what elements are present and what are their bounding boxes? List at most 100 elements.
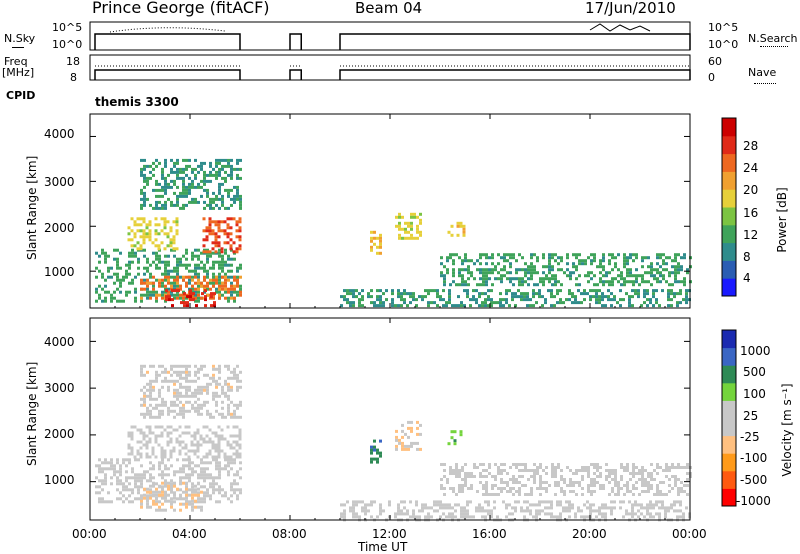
heatmap-cell xyxy=(185,394,188,398)
heatmap-cell xyxy=(458,271,461,275)
heatmap-cell xyxy=(658,515,661,519)
heatmap-cell xyxy=(176,370,179,374)
heatmap-cell xyxy=(494,277,497,281)
heatmap-cell xyxy=(194,391,197,395)
heatmap-cell xyxy=(352,509,355,513)
heatmap-cell xyxy=(418,295,421,299)
heatmap-cell xyxy=(179,488,182,492)
heatmap-cell xyxy=(550,500,553,504)
freq-label-line1: Freq xyxy=(4,55,28,68)
heatmap-cell xyxy=(515,277,518,281)
heatmap-cell xyxy=(149,203,152,207)
heatmap-cell xyxy=(562,509,565,513)
heatmap-cell xyxy=(200,467,203,471)
heatmap-cell xyxy=(397,304,400,308)
heatmap-cell xyxy=(170,403,173,407)
heatmap-cell xyxy=(133,425,137,429)
heatmap-cell xyxy=(211,220,215,224)
power-colorbar xyxy=(721,117,737,297)
heatmap-cell xyxy=(647,487,650,490)
heatmap-cell xyxy=(453,439,457,443)
heatmap-cell xyxy=(170,179,173,183)
heatmap-cell xyxy=(158,260,161,264)
heatmap-cell xyxy=(157,232,161,236)
heatmap-cell xyxy=(212,284,215,288)
heatmap-cell xyxy=(482,253,485,257)
heatmap-cell xyxy=(173,284,176,288)
heatmap-cell xyxy=(236,497,239,501)
heatmap-cell xyxy=(218,500,221,504)
heatmap-cell xyxy=(143,191,146,195)
heatmap-cell xyxy=(170,464,173,468)
heatmap-cell xyxy=(632,475,635,478)
heatmap-cell xyxy=(413,212,416,216)
heatmap-cell xyxy=(462,224,466,228)
heatmap-cell xyxy=(373,230,376,234)
heatmap-cell xyxy=(223,220,227,224)
heatmap-cell xyxy=(412,515,415,519)
heatmap-cell xyxy=(164,272,167,276)
heatmap-cell xyxy=(452,262,455,266)
heatmap-cell xyxy=(128,458,131,462)
heatmap-cell xyxy=(152,275,155,279)
heatmap-cell xyxy=(125,470,128,474)
heatmap-cell xyxy=(556,515,559,519)
heatmap-cell xyxy=(200,505,203,509)
heatmap-cell xyxy=(221,182,224,186)
nave-label: Nave xyxy=(748,66,777,79)
heatmap-cell xyxy=(395,224,398,228)
heatmap-cell xyxy=(551,256,554,260)
heatmap-cell xyxy=(229,244,233,248)
heatmap-cell xyxy=(194,499,197,503)
heatmap-cell xyxy=(659,265,662,269)
heatmap-cell xyxy=(130,229,134,233)
heatmap-cell xyxy=(611,487,614,490)
heatmap-cell xyxy=(193,452,197,456)
heatmap-cell xyxy=(443,277,446,281)
heatmap-cell xyxy=(364,506,367,510)
heatmap-cell xyxy=(158,508,161,512)
heatmap-cell xyxy=(185,385,188,389)
heatmap-cell xyxy=(101,500,104,504)
heatmap-cell xyxy=(506,253,509,257)
heatmap-cell xyxy=(508,304,511,308)
heatmap-cell xyxy=(197,397,200,401)
heatmap-cell xyxy=(146,293,149,297)
heatmap-cell xyxy=(400,295,403,299)
heatmap-cell xyxy=(203,400,206,404)
heatmap-cell xyxy=(487,304,490,308)
heatmap-cell xyxy=(146,260,149,264)
heatmap-cell xyxy=(212,167,215,171)
heatmap-cell xyxy=(656,493,659,496)
heatmap-cell xyxy=(98,497,101,501)
heatmap-cell xyxy=(188,188,191,192)
heatmap-cell xyxy=(355,503,358,507)
heatmap-cell xyxy=(443,475,446,478)
heatmap-cell xyxy=(511,512,514,516)
heatmap-cell xyxy=(130,217,134,221)
heatmap-cell xyxy=(176,203,179,207)
heatmap-cell xyxy=(668,469,671,472)
heatmap-cell xyxy=(155,158,158,162)
heatmap-cell xyxy=(460,301,463,305)
heatmap-cell xyxy=(139,455,143,459)
heatmap-cell xyxy=(409,301,412,305)
heatmap-cell xyxy=(136,223,140,227)
heatmap-cell xyxy=(200,497,203,501)
heatmap-cell xyxy=(521,268,524,272)
heatmap-cell xyxy=(221,391,224,395)
heatmap-cell xyxy=(473,466,476,469)
heatmap-cell xyxy=(160,229,164,233)
heatmap-cell xyxy=(166,235,170,239)
heatmap-cell xyxy=(370,445,373,449)
heatmap-cell xyxy=(545,277,548,281)
freq-series-segment xyxy=(289,69,302,80)
heatmap-cell xyxy=(539,475,542,478)
heatmap-cell xyxy=(212,206,215,210)
heatmap-cell xyxy=(484,509,487,513)
heatmap-cell xyxy=(523,509,526,513)
heatmap-cell xyxy=(206,287,209,291)
heatmap-cell xyxy=(142,434,146,438)
heatmap-cell xyxy=(551,265,554,269)
heatmap-cell xyxy=(146,470,149,474)
